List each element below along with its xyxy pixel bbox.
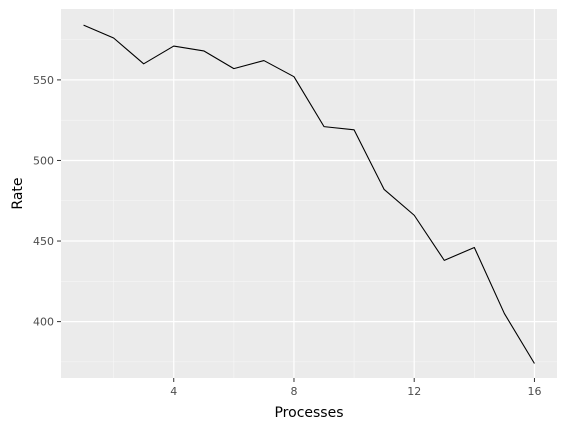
major-gridlines — [61, 9, 557, 378]
minor-gridlines — [61, 9, 557, 378]
y-tick-label: 500 — [33, 154, 54, 167]
x-tick-label: 4 — [170, 385, 177, 398]
x-tick-label: 12 — [407, 385, 421, 398]
plot-panel — [61, 9, 557, 378]
y-axis-title: Rate — [10, 177, 26, 209]
y-tick-label: 400 — [33, 316, 54, 329]
y-axis-ticks: 400 450 500 550 — [33, 74, 61, 329]
y-tick-label: 450 — [33, 235, 54, 248]
series-layer — [83, 24, 535, 364]
x-tick-label: 8 — [290, 385, 297, 398]
x-tick-label: 16 — [527, 385, 541, 398]
x-axis-ticks: 4 8 12 16 — [170, 378, 541, 398]
y-tick-label: 550 — [33, 74, 54, 87]
x-axis-title: Processes — [274, 405, 343, 421]
series-line — [83, 24, 535, 364]
